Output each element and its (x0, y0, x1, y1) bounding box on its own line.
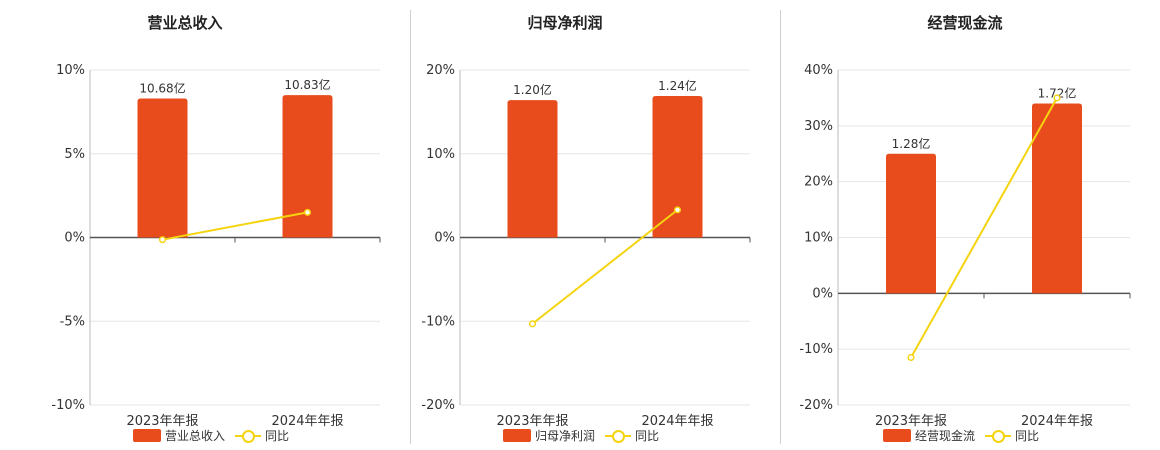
y-tick-label: 40% (804, 63, 833, 78)
chart-svg-cash-flow: 40% 30% 20% 10% 0% -10% -20% 1.28亿 2023年年报 1.72亿 2… (799, 63, 1131, 429)
yoy-line (162, 211, 308, 241)
legend-bar-swatch (503, 429, 531, 442)
bar-value-label: 1.20亿 (513, 82, 552, 97)
legend-bar-swatch (133, 429, 161, 442)
y-tick-label: 0% (64, 231, 85, 246)
bar-value-label: 1.28亿 (892, 136, 931, 151)
x-category-label: 2023年年报 (496, 414, 568, 429)
yoy-point (303, 208, 312, 216)
panel-divider (780, 10, 781, 444)
y-tick-label: -10% (421, 314, 455, 329)
legend-bar-label: 营业总收入 (165, 429, 226, 443)
chart-title: 归母净利润 (527, 14, 603, 32)
legend: 经营现金流 同比 (780, 427, 1150, 445)
legend-item-line[interactable]: 同比 (985, 427, 1039, 444)
y-tick-label: 20% (426, 63, 455, 78)
bar (282, 95, 333, 238)
y-tick-label: -20% (799, 398, 833, 413)
yoy-point (1053, 94, 1061, 102)
bar (886, 153, 936, 294)
legend-item-line[interactable]: 同比 (235, 427, 289, 444)
legend-item-bar[interactable]: 经营现金流 (883, 427, 975, 444)
chart-svg-net-profit: 20% 10% 0% -10% -20% 1.20亿 2023年年报 1.24亿 2024年年报 (421, 63, 751, 429)
chart-panel-net-profit: 归母净利润 20% 10% 0% -10% -20% 1.20亿 2023年年报 1.24亿 2… (395, 0, 765, 450)
yoy-point (907, 353, 915, 362)
legend-line-label: 同比 (1015, 429, 1040, 443)
legend-bar-label: 归母净利润 (535, 429, 596, 443)
y-tick-label: 10% (56, 63, 85, 78)
y-tick-label: 30% (804, 119, 833, 134)
bar-value-label: 10.68亿 (139, 80, 185, 95)
x-category-label: 2023年年报 (126, 414, 198, 429)
chart-svg-revenue: 10% 5% 0% -5% -10% 10.68亿 2023年年报 10.83亿 2024年年报 (51, 63, 381, 429)
legend-bar-label: 经营现金流 (915, 429, 976, 443)
bar (1032, 103, 1082, 294)
legend-bar-swatch (883, 429, 911, 442)
x-category-label: 2024年年报 (1021, 414, 1093, 429)
legend-item-line[interactable]: 同比 (605, 427, 659, 444)
y-tick-label: -10% (51, 398, 85, 413)
legend-line-label: 同比 (635, 429, 660, 443)
legend-line-marker (235, 429, 261, 443)
y-tick-label: 20% (804, 175, 833, 190)
y-tick-label: 10% (426, 147, 455, 162)
chart-title: 经营现金流 (927, 14, 1003, 32)
y-tick-label: -5% (60, 314, 85, 329)
chart-panel-cash-flow: 经营现金流 40% 30% 20% 10% 0% -10% -20% 1.28亿 2023年年报… (780, 0, 1150, 450)
chart-panel-revenue: 营业总收入 10% 5% 0% -5% -10% 10.68亿 2023年年报 10.83亿 2… (0, 0, 381, 450)
bar (652, 95, 703, 238)
legend-line-marker (985, 429, 1011, 443)
bar-value-label: 1.72亿 (1038, 86, 1077, 101)
bar-value-label: 10.83亿 (284, 77, 330, 92)
yoy-line (531, 209, 679, 325)
y-tick-label: 5% (64, 147, 85, 162)
yoy-point (528, 320, 537, 328)
legend-item-bar[interactable]: 归母净利润 (503, 427, 595, 444)
x-category-label: 2024年年报 (641, 414, 713, 429)
yoy-point (673, 206, 682, 214)
bar-value-label: 1.24亿 (658, 78, 697, 93)
yoy-point (158, 236, 167, 244)
yoy-line (910, 97, 1058, 359)
legend-item-bar[interactable]: 营业总收入 (133, 427, 225, 444)
chart-title: 营业总收入 (147, 14, 223, 32)
y-tick-label: 0% (434, 231, 455, 246)
x-category-label: 2024年年报 (271, 414, 343, 429)
y-tick-label: 0% (812, 286, 833, 301)
bar (137, 98, 188, 238)
panel-divider (410, 10, 411, 444)
legend: 营业总收入 同比 (0, 427, 370, 445)
y-tick-label: 10% (804, 231, 833, 246)
bar (507, 100, 558, 238)
legend: 归母净利润 同比 (395, 427, 765, 445)
x-category-label: 2023年年报 (875, 414, 947, 429)
legend-line-marker (605, 429, 631, 443)
y-tick-label: -10% (799, 342, 833, 357)
legend-line-label: 同比 (265, 429, 290, 443)
y-tick-label: -20% (421, 398, 455, 413)
